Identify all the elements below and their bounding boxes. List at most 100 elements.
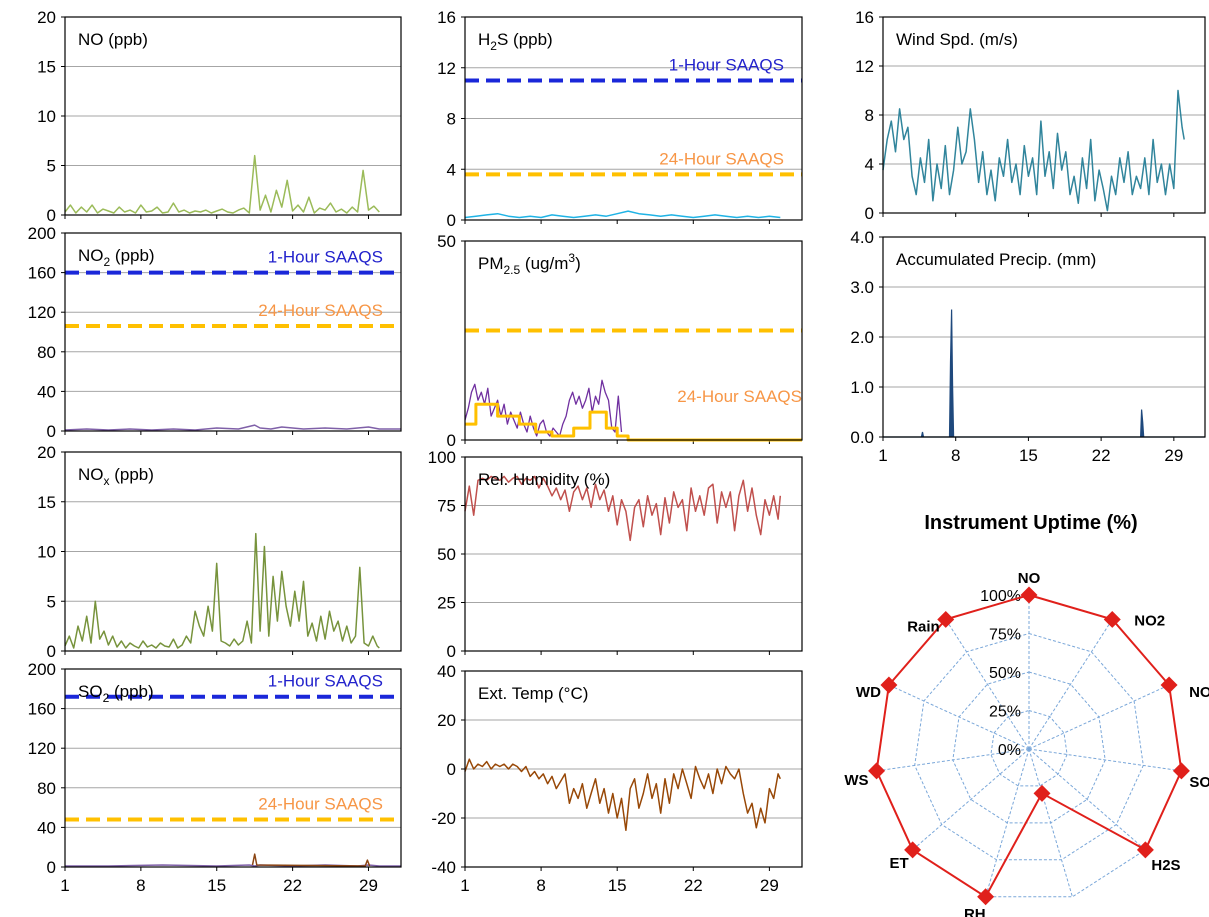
- plot-frame: [64, 16, 402, 216]
- radar-tick-label: 50%: [989, 665, 1021, 682]
- pm25-title: PM2.5 (ug/m3): [478, 251, 581, 277]
- temp-series-0: [464, 758, 781, 832]
- y-tick-label: 8: [865, 106, 874, 125]
- plot-frame: [64, 668, 402, 868]
- uptime-marker: [880, 676, 898, 694]
- uptime-marker: [1033, 784, 1051, 802]
- uptime-marker: [1103, 610, 1121, 628]
- x-tick-label: 29: [760, 876, 779, 895]
- nox-chart: 0 5 10 15 20 NOx (ppb): [37, 443, 402, 661]
- x-tick-label: 29: [1164, 446, 1183, 465]
- y-tick-label: 10: [37, 543, 56, 562]
- no2-series-0: [64, 424, 401, 431]
- x-tick-label: 1: [878, 446, 887, 465]
- uptime-marker: [1160, 676, 1178, 694]
- radar-axis-label: WD: [856, 684, 881, 701]
- nox-title: NOx (ppb): [78, 465, 154, 488]
- y-tick-label: 4.0: [850, 228, 874, 247]
- x-tick-label: 22: [1092, 446, 1111, 465]
- x-tick-label: 1: [60, 876, 69, 895]
- y-tick-label: 4: [447, 160, 456, 179]
- y-tick-label: 40: [437, 662, 456, 681]
- uptime-marker: [977, 888, 995, 906]
- y-tick-label: -40: [431, 858, 456, 877]
- uptime-series: [875, 593, 1183, 899]
- radar-axis-label: H2S: [1151, 857, 1180, 874]
- y-tick-label: 40: [37, 382, 56, 401]
- y-tick-label: 0: [447, 431, 456, 450]
- uptime-marker: [904, 841, 922, 859]
- uptime-marker: [1020, 586, 1038, 604]
- x-tick-label: 22: [684, 876, 703, 895]
- plot-frame: [64, 451, 402, 652]
- radar-axis-label: RH: [964, 906, 986, 917]
- radar-grid-ring: [876, 594, 1182, 898]
- x-tick-label: 8: [951, 446, 960, 465]
- x-tick-label: 29: [359, 876, 378, 895]
- y-tick-label: 5: [47, 592, 56, 611]
- radar-axis-label: PM2.5: [1076, 914, 1119, 917]
- radar-spoke: [888, 684, 1030, 750]
- wind-title: Wind Spd. (m/s): [896, 30, 1018, 49]
- pm25-series-1: [465, 402, 802, 442]
- y-tick-label: 2.0: [850, 328, 874, 347]
- so2-title: SO2 (ppb): [78, 682, 154, 705]
- pm25-series-0: [464, 379, 623, 437]
- y-tick-label: 25: [437, 594, 456, 613]
- y-tick-label: 0: [47, 206, 56, 225]
- no-chart: 0 5 10 15 20 NO (ppb): [37, 8, 402, 225]
- no-series-0: [64, 154, 380, 214]
- y-tick-label: 0: [47, 422, 56, 441]
- saaqs-24h-label: 24-Hour SAAQS: [258, 794, 383, 813]
- y-tick-label: 80: [37, 343, 56, 362]
- y-tick-label: 16: [855, 8, 874, 27]
- radar-axis-label: SO2: [1189, 774, 1209, 791]
- radar-spoke: [912, 748, 1030, 851]
- wind-chart: 0 4 8 12 16 Wind Spd. (m/s): [855, 8, 1206, 223]
- y-tick-label: 0: [47, 642, 56, 661]
- radar-spoke: [1028, 619, 1113, 750]
- y-tick-label: 16: [437, 8, 456, 27]
- saaqs-annotation: 24-Hour SAAQS: [677, 387, 802, 406]
- so2-chart: 0 40 80 120 160 200 1 8 15 22 29 1-Hour SAAQS 24-Hou…: [28, 660, 402, 895]
- y-tick-label: 120: [28, 303, 56, 322]
- y-tick-label: 10: [37, 107, 56, 126]
- x-tick-label: 15: [207, 876, 226, 895]
- precip-series-0: [883, 309, 1205, 438]
- plot-frame: [64, 232, 402, 432]
- y-tick-label: 12: [437, 59, 456, 78]
- radar-spoke: [1028, 684, 1170, 750]
- rh-chart: 0 25 50 75 100 Rel. Humidity (%): [428, 448, 803, 661]
- y-tick-label: 100: [428, 448, 456, 467]
- x-tick-label: 8: [536, 876, 545, 895]
- saaqs-24h-label: 24-Hour SAAQS: [258, 301, 383, 320]
- y-tick-label: 20: [437, 711, 456, 730]
- radar-spoke: [876, 748, 1030, 772]
- y-tick-label: 20: [37, 8, 56, 27]
- radar-axis-label: WS: [844, 772, 868, 789]
- h2s-title: H2S (ppb): [478, 30, 553, 53]
- no2-title: NO2 (ppb): [78, 246, 155, 269]
- radar-axis-label: NO: [1018, 570, 1041, 587]
- y-tick-label: 0: [865, 204, 874, 223]
- no-title: NO (ppb): [78, 30, 148, 49]
- y-tick-label: 75: [437, 497, 456, 516]
- rh-title: Rel. Humidity (%): [478, 470, 610, 489]
- y-tick-label: 160: [28, 700, 56, 719]
- y-tick-label: 3.0: [850, 278, 874, 297]
- x-tick-label: 1: [460, 876, 469, 895]
- uptime-marker: [1172, 762, 1190, 780]
- y-tick-label: 0.0: [850, 428, 874, 447]
- y-tick-label: 15: [37, 58, 56, 77]
- nox-series-0: [64, 532, 380, 649]
- x-tick-label: 15: [1019, 446, 1038, 465]
- y-tick-label: 0: [447, 760, 456, 779]
- saaqs-24h-label: 24-Hour SAAQS: [659, 149, 784, 168]
- y-tick-label: 200: [28, 224, 56, 243]
- uptime-marker: [937, 610, 955, 628]
- uptime-title: Instrument Uptime (%): [924, 512, 1137, 534]
- so2-series-1: [251, 853, 371, 867]
- radar-grid-ring: [914, 632, 1144, 861]
